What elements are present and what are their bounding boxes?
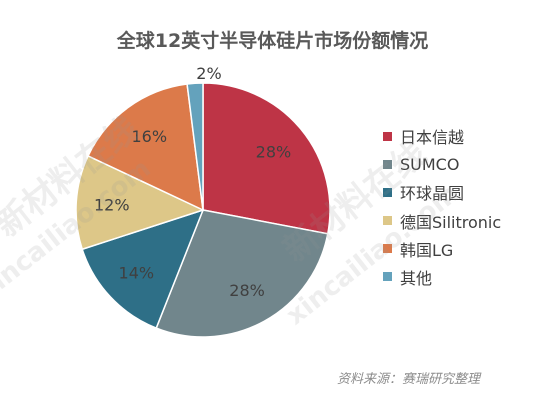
source-note: 资料来源：赛瑞研究整理 xyxy=(337,372,481,387)
data-label: 2% xyxy=(196,64,221,83)
legend-swatch xyxy=(383,272,392,282)
data-label: 28% xyxy=(229,281,265,300)
legend-swatch xyxy=(383,216,392,226)
pie-slice xyxy=(155,209,329,338)
legend-label: 环球晶圆 xyxy=(400,184,465,204)
pie-slice xyxy=(186,82,204,211)
pie-slice xyxy=(87,83,204,212)
legend-item: 韩国LG xyxy=(383,237,501,261)
legend-item: SUMCO xyxy=(383,152,501,176)
data-label: 14% xyxy=(119,264,155,283)
legend-item: 日本信越 xyxy=(383,124,501,148)
legend-label: 德国Silitronic xyxy=(400,212,502,232)
legend-swatch xyxy=(383,187,392,197)
legend-label: 日本信越 xyxy=(400,128,465,147)
data-label: 28% xyxy=(256,143,292,162)
legend-label: 其他 xyxy=(400,268,433,288)
legend-swatch xyxy=(383,131,392,141)
pie-slice xyxy=(75,154,206,251)
legend-label: 韩国LG xyxy=(400,240,454,260)
legend-swatch xyxy=(383,159,392,169)
legend-item: 环球晶圆 xyxy=(383,180,501,204)
legend-swatch xyxy=(383,244,392,254)
pie-slice xyxy=(202,82,331,235)
legend-label: SUMCO xyxy=(400,154,460,174)
legend: 日本信越 SUMCO 环球晶圆 德国Silitronic 韩国LG 其他 xyxy=(383,124,501,293)
data-label: 12% xyxy=(94,195,130,214)
legend-item: 德国Silitronic xyxy=(383,209,501,233)
legend-item: 其他 xyxy=(383,265,501,289)
chart-title: 全球12英寸半导体硅片市场份额情况 xyxy=(116,30,429,52)
data-label: 16% xyxy=(131,127,167,146)
